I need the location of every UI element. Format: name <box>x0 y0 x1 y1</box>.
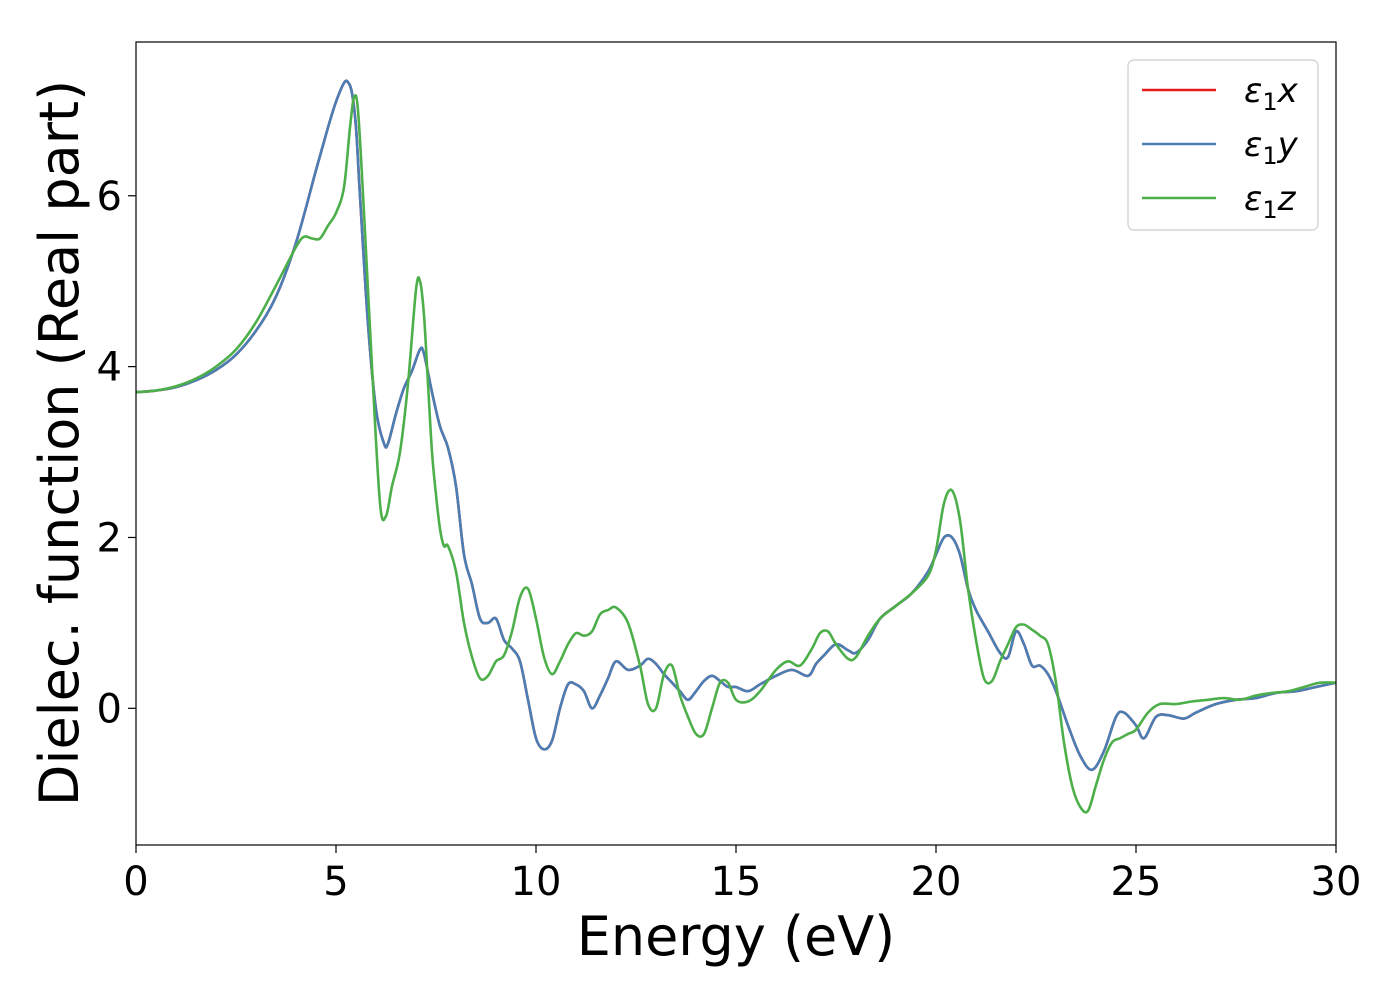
x-tick-label: 5 <box>323 859 348 905</box>
x-tick-label: 25 <box>1111 859 1162 905</box>
y-tick-label: 4 <box>97 345 122 391</box>
y-tick-label: 6 <box>97 174 122 220</box>
legend-label-x: ε1x <box>1244 71 1299 116</box>
legend-box <box>1127 59 1319 231</box>
y-axis-ticks: 0 2 4 6 <box>97 174 136 732</box>
x-tick-label: 10 <box>511 859 562 905</box>
y-tick-label: 0 <box>97 686 122 732</box>
x-tick-label: 0 <box>123 859 148 905</box>
x-tick-label: 30 <box>1311 859 1362 905</box>
x-axis-label: Energy (eV) <box>577 905 896 968</box>
legend-label-y: ε1y <box>1244 125 1299 170</box>
legend: ε1x ε1y ε1z <box>1127 59 1319 231</box>
x-axis-ticks: 0 5 10 15 20 25 30 <box>123 845 1361 905</box>
x-tick-label: 20 <box>911 859 962 905</box>
x-tick-label: 15 <box>711 859 762 905</box>
y-tick-label: 2 <box>97 515 122 561</box>
series-layer <box>136 79 1336 814</box>
legend-items: ε1x ε1y ε1z <box>1142 71 1299 224</box>
legend-label-z: ε1z <box>1244 179 1297 224</box>
y-axis-label: Dielec. function (Real part) <box>28 80 91 806</box>
series-line-z <box>136 93 1336 814</box>
